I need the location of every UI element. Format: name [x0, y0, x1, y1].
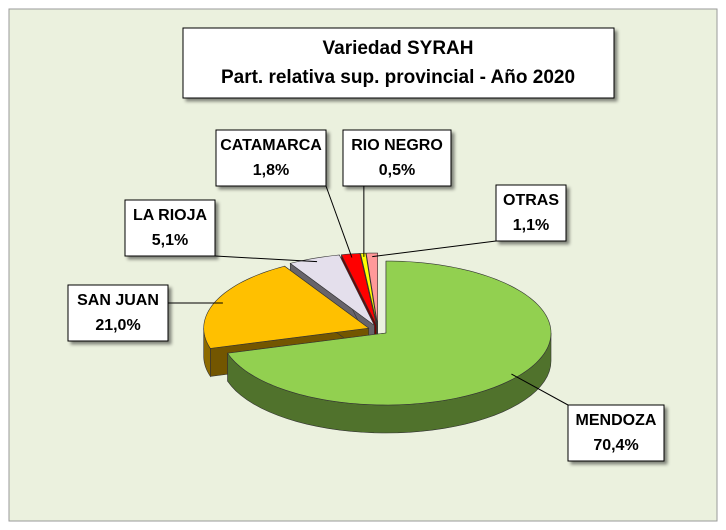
label-name: OTRAS	[503, 192, 559, 209]
label-box	[67, 284, 169, 342]
leader-line	[214, 255, 318, 263]
label-name: MENDOZA	[576, 412, 657, 429]
label-name: LA RIOJA	[133, 207, 208, 224]
label-value: 1,1%	[513, 217, 549, 234]
label-box	[215, 129, 327, 187]
label-value: 70,4%	[593, 437, 638, 454]
label-box	[342, 129, 452, 187]
chart-title: Variedad SYRAH	[323, 38, 474, 59]
label-value: 1,8%	[253, 162, 289, 179]
labels: MENDOZA 70,4% SAN JUAN 21,0% LA RIOJA 5,1% CAT…	[67, 129, 665, 462]
label-name: RIO NEGRO	[351, 137, 443, 154]
slice	[227, 260, 552, 434]
leader-line	[325, 185, 353, 258]
pie	[203, 252, 552, 434]
label-value: 5,1%	[152, 232, 188, 249]
label-name: SAN JUAN	[77, 292, 159, 309]
label-box	[124, 199, 216, 257]
label-name: CATAMARCA	[220, 137, 322, 154]
slice-top	[360, 252, 378, 326]
slice-top	[227, 260, 552, 406]
slice-top	[203, 265, 370, 349]
chart-subtitle: Part. relativa sup. provincial - Año 202…	[221, 67, 575, 88]
label-value: 0,5%	[379, 162, 415, 179]
label-box	[495, 184, 567, 242]
slice-top	[289, 254, 375, 326]
title-box	[182, 27, 615, 99]
label-value: 21,0%	[95, 317, 140, 334]
label-box	[567, 404, 665, 462]
slice-top	[365, 252, 378, 326]
leader-line	[511, 373, 569, 406]
leader-line	[372, 240, 497, 258]
